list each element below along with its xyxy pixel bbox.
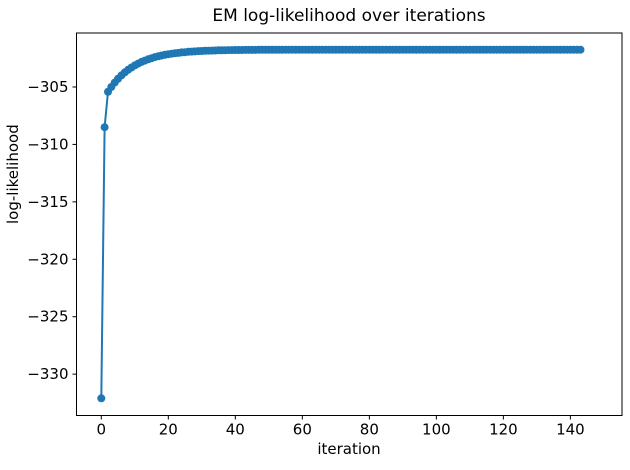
data-point-marker xyxy=(576,45,585,54)
x-tick-label: 40 xyxy=(226,421,245,439)
data-point-marker xyxy=(97,394,106,403)
x-axis-label: iteration xyxy=(317,440,381,458)
y-tick-label: −330 xyxy=(27,365,68,383)
chart-title: EM log-likelihood over iterations xyxy=(212,6,486,26)
x-tick-label: 60 xyxy=(293,421,312,439)
x-tick-label: 0 xyxy=(97,421,107,439)
y-tick-label: −320 xyxy=(27,250,68,268)
y-tick-label: −325 xyxy=(27,308,68,326)
y-tick-label: −305 xyxy=(27,78,68,96)
series-path xyxy=(100,48,582,400)
x-tick-label: 120 xyxy=(489,421,518,439)
x-tick-label: 140 xyxy=(556,421,585,439)
series-line xyxy=(100,48,582,400)
y-tick-label: −315 xyxy=(27,193,68,211)
series-data-points xyxy=(97,45,585,403)
data-point-marker xyxy=(100,123,109,132)
x-tick-label: 80 xyxy=(360,421,379,439)
x-axis-ticks: 0 20 40 60 80 100 120 140 xyxy=(97,415,585,439)
axes-frame xyxy=(76,32,623,416)
y-tick-label: −310 xyxy=(27,135,68,153)
x-tick-label: 20 xyxy=(159,421,178,439)
x-tick-label: 100 xyxy=(422,421,451,439)
y-axis-ticks: −330 −325 −320 −315 −310 −305 xyxy=(27,78,77,383)
